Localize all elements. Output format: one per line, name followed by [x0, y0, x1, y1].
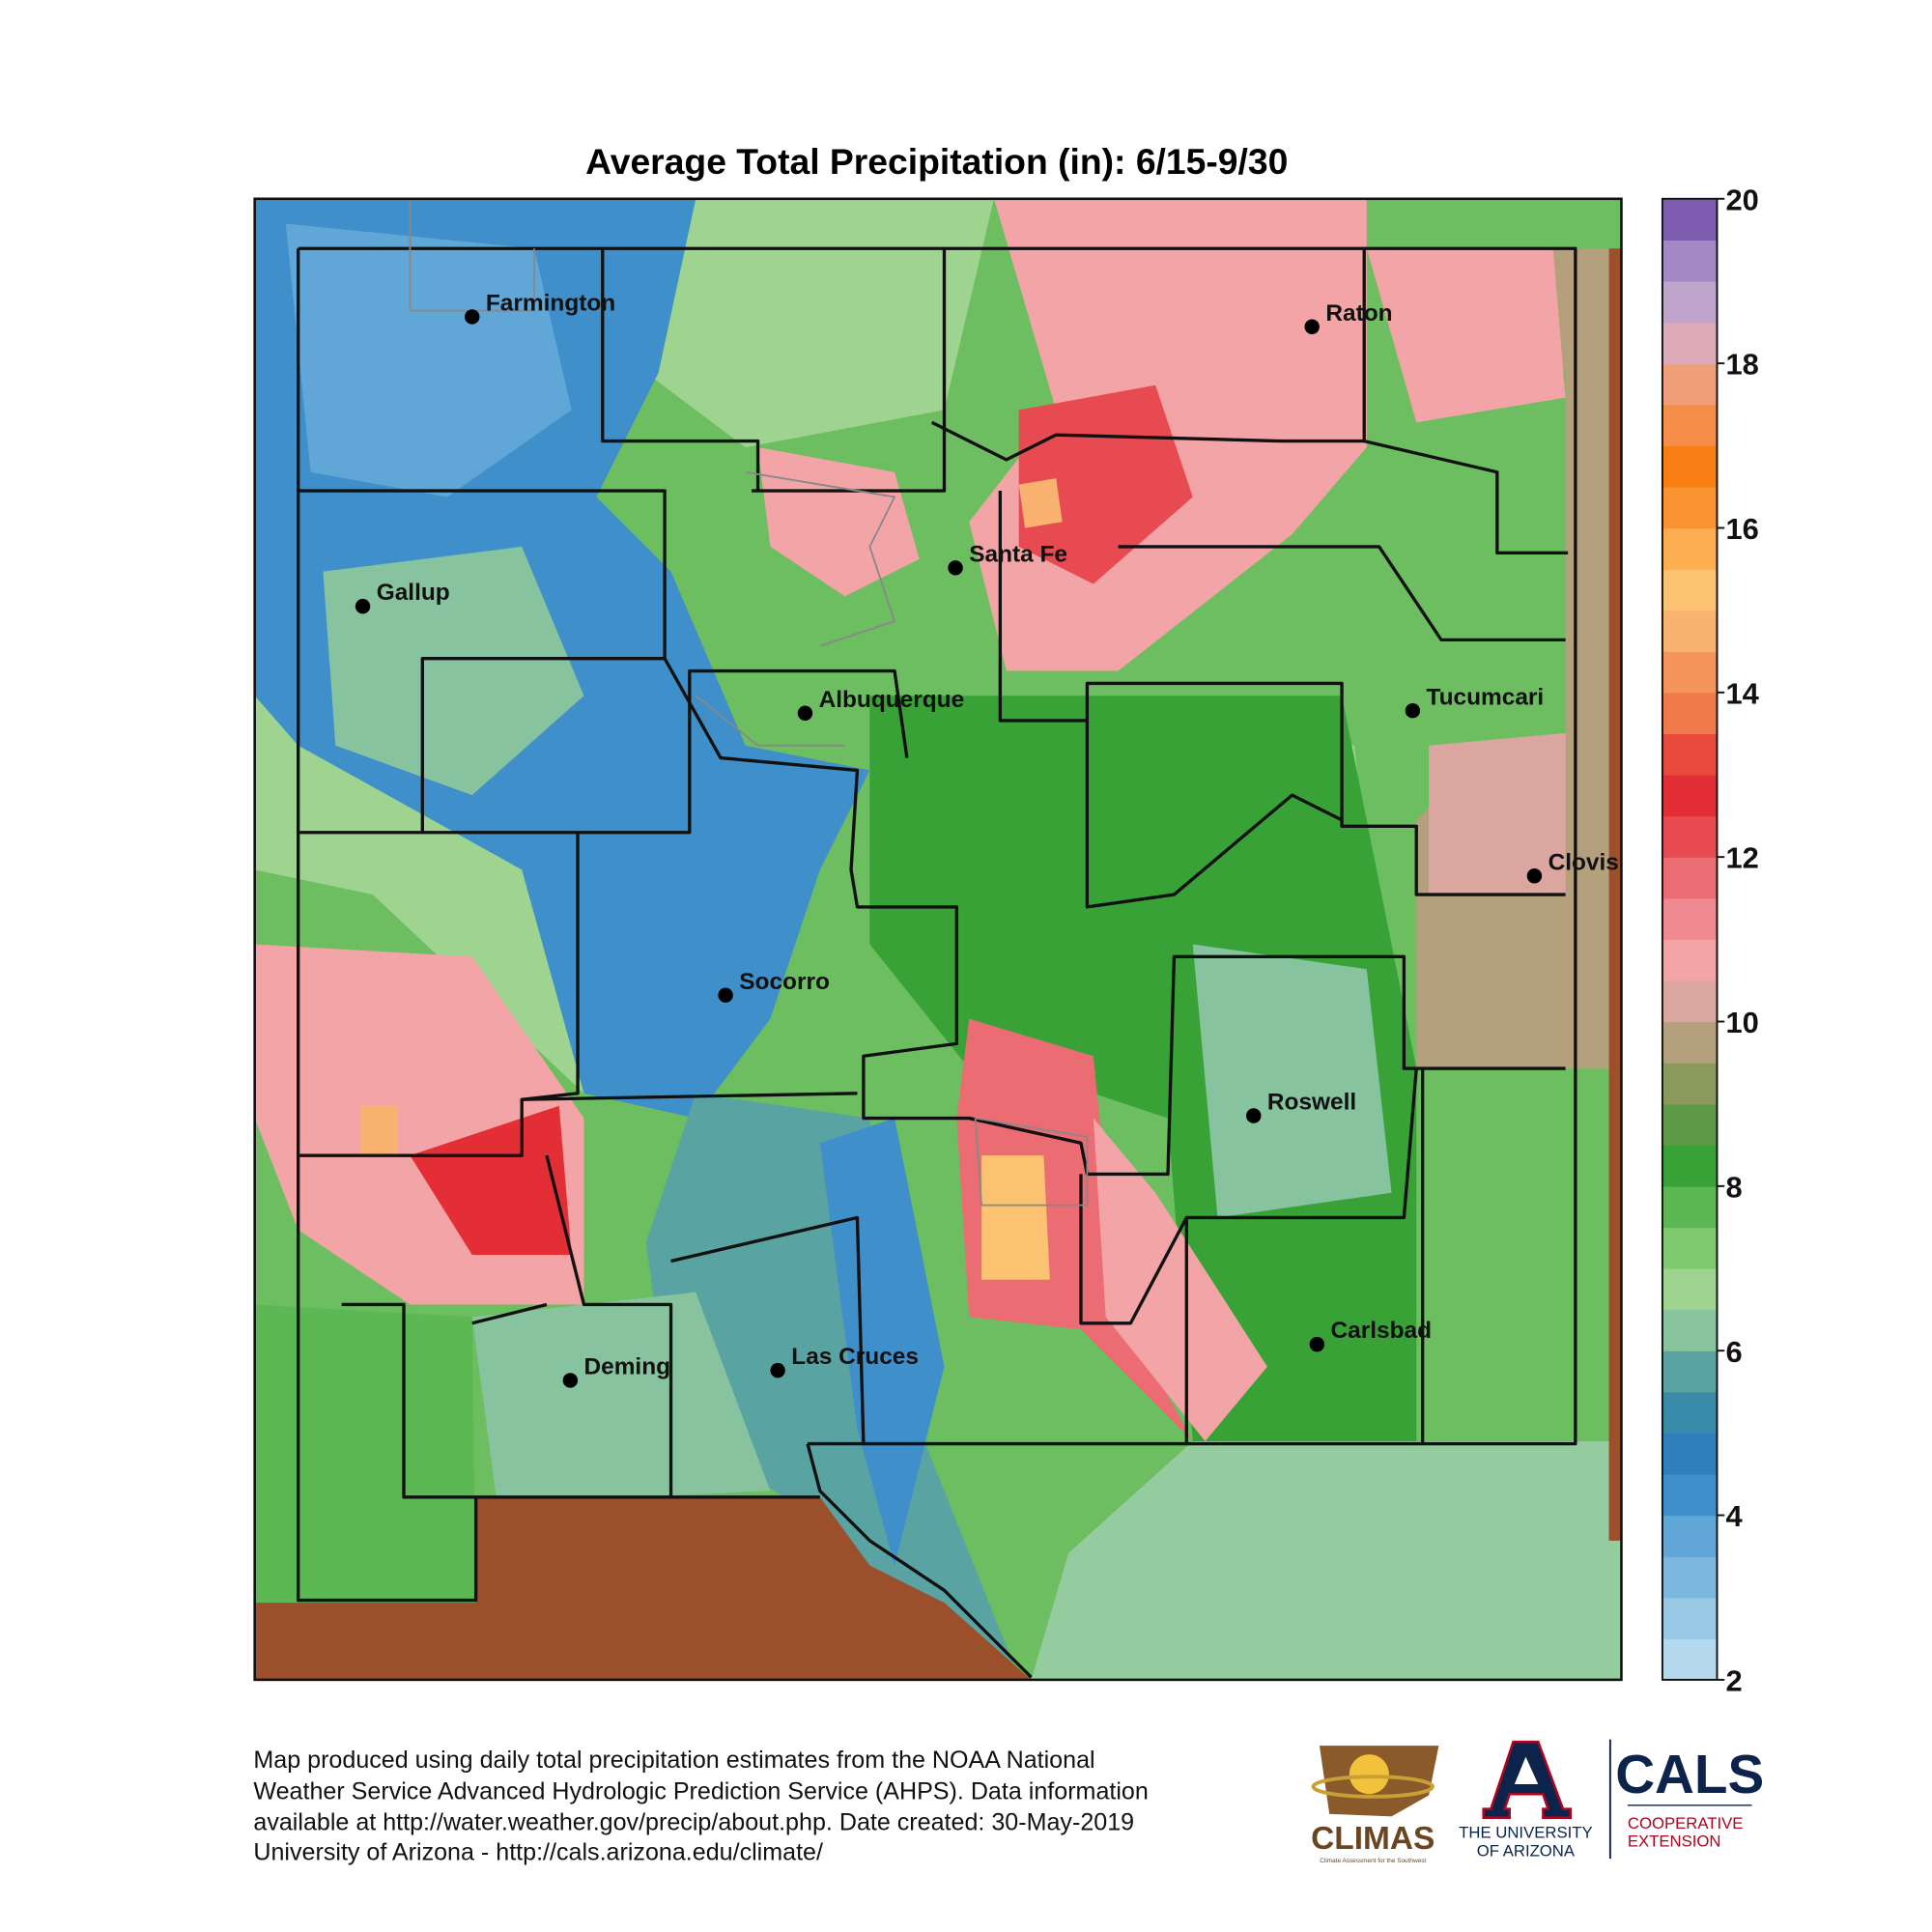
- city-label: Gallup: [377, 580, 450, 606]
- colorbar-band: [1662, 569, 1718, 611]
- colorbar-band: [1662, 445, 1718, 488]
- colorbar-tick-label: 12: [1725, 841, 1758, 875]
- city-label: Raton: [1325, 300, 1392, 327]
- precipitation-map: Farmington Raton Gallup Santa Fe Albuquerque…: [253, 197, 1623, 1682]
- cals-logo: CALS COOPERATIVE EXTENSION: [1615, 1744, 1764, 1850]
- colorbar-band: [1662, 1145, 1718, 1187]
- colorbar-band: [1662, 775, 1718, 817]
- climas-tagline: Climate Assessment for the Southwest: [1320, 1858, 1426, 1864]
- colorbar-band: [1662, 897, 1718, 940]
- colorbar-band: [1662, 322, 1718, 364]
- city-label: Santa Fe: [969, 541, 1067, 567]
- city-label: Albuquerque: [819, 687, 965, 713]
- colorbar-band: [1662, 527, 1718, 570]
- colorbar-band: [1662, 1473, 1718, 1517]
- climas-name: CLIMAS: [1311, 1821, 1435, 1857]
- city-label: Carlsbad: [1330, 1318, 1432, 1344]
- city-dot: [355, 598, 371, 614]
- colorbar-band: [1662, 651, 1718, 694]
- city-label: Clovis: [1548, 849, 1619, 875]
- colorbar-band: [1662, 1309, 1718, 1351]
- city-label: Deming: [584, 1354, 671, 1380]
- colorbar: 2 4 6 8 10 12 14 16 18 20: [1661, 183, 1759, 1697]
- ua-name-line: OF ARIZONA: [1477, 1842, 1576, 1861]
- colorbar-tick-label: 6: [1725, 1335, 1742, 1369]
- colorbar-band: [1662, 1103, 1718, 1146]
- footer-line: available at http://water.weather.gov/pr…: [253, 1809, 1134, 1836]
- cals-sub-line: COOPERATIVE: [1628, 1814, 1744, 1833]
- city-dot: [562, 1373, 579, 1388]
- footer-line: Weather Service Advanced Hydrologic Pred…: [253, 1777, 1148, 1804]
- colorbar-tick-label: 18: [1725, 348, 1758, 382]
- city-dot: [1246, 1108, 1262, 1123]
- city-label: Tucumcari: [1427, 684, 1545, 710]
- city-dot: [1304, 319, 1320, 334]
- colorbar-band: [1662, 1515, 1718, 1557]
- map-title: Average Total Precipitation (in): 6/15-9…: [585, 141, 1288, 182]
- city-label: Roswell: [1267, 1090, 1356, 1116]
- colorbar-band: [1662, 1227, 1718, 1269]
- city-dot: [797, 705, 813, 721]
- footer-line: University of Arizona - http://cals.ariz…: [253, 1838, 823, 1865]
- colorbar-tick-label: 8: [1725, 1170, 1742, 1204]
- colorbar-band: [1662, 692, 1718, 735]
- colorbar-band: [1662, 1021, 1718, 1064]
- ua-name-line: THE UNIVERSITY: [1459, 1823, 1592, 1841]
- colorbar-band: [1662, 939, 1718, 981]
- city-label: Las Cruces: [791, 1344, 919, 1370]
- colorbar-frame: [1661, 197, 1719, 1681]
- city-dot: [718, 987, 733, 1003]
- colorbar-band: [1662, 1391, 1718, 1435]
- colorbar-band: [1662, 1268, 1718, 1311]
- city-dot: [770, 1362, 785, 1378]
- colorbar-band: [1662, 1556, 1718, 1599]
- city-dot: [465, 309, 480, 325]
- city-label: Socorro: [739, 969, 830, 995]
- colorbar-band: [1662, 486, 1718, 529]
- colorbar-band: [1662, 857, 1718, 899]
- colorbar-tick-label: 4: [1725, 1499, 1742, 1533]
- cals-sub-line: EXTENSION: [1628, 1832, 1721, 1850]
- city-label: Farmington: [486, 291, 615, 317]
- climas-logo: CLIMAS Climate Assessment for the Southw…: [1311, 1746, 1439, 1864]
- colorbar-band: [1662, 1433, 1718, 1475]
- cals-name: CALS: [1615, 1744, 1764, 1804]
- colorbar-band: [1662, 980, 1718, 1023]
- colorbar-band: [1662, 610, 1718, 652]
- colorbar-band: [1662, 280, 1718, 324]
- city-dot: [1405, 702, 1421, 719]
- colorbar-band: [1662, 733, 1718, 776]
- colorbar-band: [1662, 1350, 1718, 1393]
- colorbar-tick-label: 14: [1725, 676, 1758, 710]
- colorbar-band: [1662, 815, 1718, 858]
- colorbar-band: [1662, 1638, 1718, 1681]
- city-dot: [1526, 868, 1543, 884]
- colorbar-tick-label: 10: [1725, 1006, 1758, 1039]
- colorbar-band: [1662, 1063, 1718, 1105]
- footer-line: Map produced using daily total precipita…: [253, 1747, 1094, 1774]
- colorbar-band: [1662, 198, 1718, 242]
- colorbar-band: [1662, 404, 1718, 446]
- colorbar-tick-label: 16: [1725, 512, 1758, 546]
- colorbar-band: [1662, 1185, 1718, 1229]
- colorbar-tick-label: 20: [1725, 183, 1758, 216]
- colorbar-band: [1662, 1597, 1718, 1639]
- city-dot: [1309, 1336, 1325, 1352]
- colorbar-tick-label: 2: [1725, 1663, 1742, 1697]
- ua-logo: THE UNIVERSITY OF ARIZONA: [1459, 1740, 1593, 1861]
- colorbar-band: [1662, 363, 1718, 406]
- city-dot: [948, 560, 963, 576]
- colorbar-band: [1662, 240, 1718, 282]
